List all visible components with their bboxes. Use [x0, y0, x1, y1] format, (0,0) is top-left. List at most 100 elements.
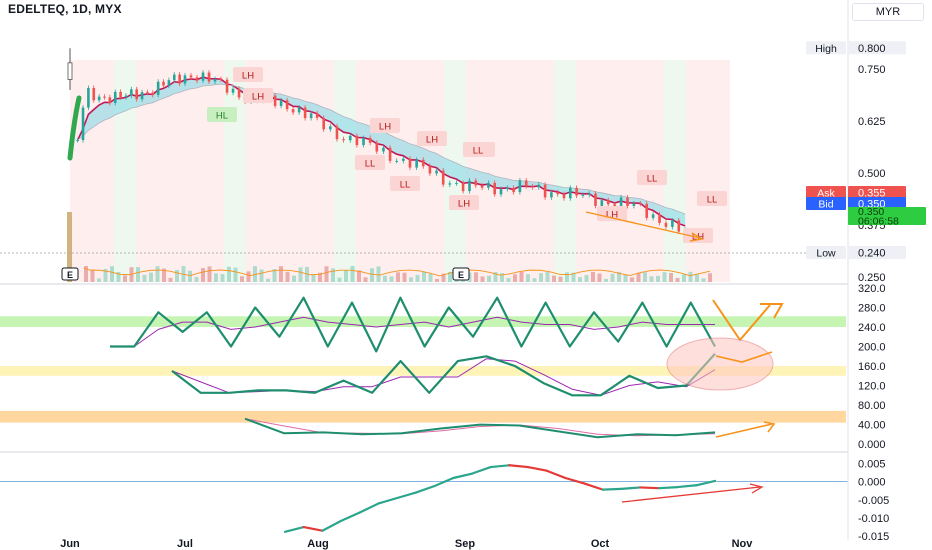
divergence-arrow-head — [749, 483, 764, 494]
volume-bar — [344, 270, 348, 282]
volume-bar — [370, 268, 374, 282]
annotation-label: LL — [707, 195, 718, 206]
candle-body — [92, 87, 96, 101]
annotation-badge — [370, 118, 400, 133]
high-tag-value-bg — [848, 41, 906, 55]
volume-bar — [155, 266, 160, 282]
volume-bar — [272, 269, 277, 282]
candle-body — [375, 142, 379, 152]
volume-bar — [201, 268, 205, 282]
candlesticks — [67, 48, 687, 235]
annotation-badge — [355, 155, 385, 170]
volume-bar — [162, 268, 166, 282]
candle-body — [119, 91, 122, 98]
candle-body — [388, 147, 392, 161]
volume-bar — [396, 272, 400, 282]
currency-button[interactable]: MYR — [852, 3, 924, 21]
highlight-ellipse — [666, 337, 774, 391]
annotation-badge — [243, 88, 273, 103]
annotation-label: LL — [647, 174, 658, 185]
earnings-marker — [61, 267, 79, 281]
momentum-main-line — [244, 417, 716, 439]
candle-body — [435, 170, 438, 174]
candle-body — [543, 184, 547, 198]
candle-body — [594, 193, 597, 206]
high-tag-value: 0.800 — [858, 43, 886, 55]
volume-bar — [526, 274, 530, 282]
volume-bar — [227, 266, 231, 282]
volume-bar — [383, 275, 387, 282]
ask-tag-value: 0.355 — [858, 188, 886, 200]
candle-body — [315, 113, 319, 118]
volume-bar — [630, 277, 634, 282]
shade-column — [290, 60, 312, 282]
osc-segment — [414, 484, 436, 494]
candle-body — [448, 183, 452, 185]
volume-bar — [402, 272, 407, 282]
high-tag-label-bg — [806, 41, 846, 55]
shade-column — [356, 60, 378, 282]
volume-bar — [565, 272, 569, 282]
volume-bar — [188, 270, 192, 282]
volume-bar — [539, 273, 543, 282]
candle-body — [402, 158, 405, 161]
time-axis[interactable]: Jun Jul Aug Sep Oct Nov — [60, 538, 753, 550]
annotation-label: LH — [458, 199, 470, 210]
osc-segment — [676, 484, 698, 489]
price-tick-label: 0.500 — [858, 168, 886, 180]
candle-body — [441, 170, 445, 185]
candle-body — [108, 97, 112, 104]
candle-body — [113, 91, 117, 104]
oscillator-tick-label: -0.015 — [858, 531, 889, 543]
indicator-tick-label: 200.0 — [858, 341, 886, 353]
bid-tag-label-bg — [806, 197, 846, 210]
shade-column — [158, 60, 180, 282]
shade-column — [598, 60, 620, 282]
volume-bar — [578, 277, 582, 282]
annotation-label: LL — [365, 159, 376, 170]
chart-title: EDELTEQ, 1D, MYX — [8, 2, 122, 16]
high-tag-label: High — [815, 43, 837, 55]
time-tick-label: Nov — [732, 538, 754, 550]
osc-segment — [339, 511, 361, 523]
candle-body — [480, 185, 484, 188]
shade-column — [136, 60, 158, 282]
candle-body — [97, 96, 101, 101]
indicator-tick-label: 80.00 — [858, 400, 886, 412]
candle-body — [201, 72, 205, 81]
volume-bar — [305, 266, 309, 282]
candle-body — [606, 200, 610, 205]
volume-bar — [149, 272, 153, 282]
annotation-badge — [597, 206, 627, 221]
candle-body — [207, 72, 211, 82]
candle-body — [237, 88, 241, 98]
osc-segment — [377, 496, 399, 505]
time-tick-label: Aug — [307, 538, 328, 550]
volume-bar — [116, 272, 121, 282]
ema-slow-line — [77, 83, 686, 215]
earnings-marker — [452, 267, 470, 281]
price-axis[interactable]: 0.8750.7500.6250.5000.3750.250320.0280.0… — [858, 12, 889, 543]
projection-arrow — [715, 423, 773, 438]
volume-bar — [350, 266, 355, 282]
volume-bar — [584, 275, 589, 282]
shade-column — [268, 60, 290, 282]
volume-bar — [675, 277, 680, 282]
annotation-label: LH — [426, 135, 438, 146]
shade-column — [114, 60, 136, 282]
osc-segment — [470, 465, 492, 475]
annotation-badge — [390, 176, 420, 191]
volume-bar — [90, 269, 95, 282]
oscillator-tick-label: 0.005 — [858, 458, 886, 470]
candle-body — [506, 187, 509, 190]
time-tick-label: Jul — [177, 538, 193, 550]
candle-body — [213, 79, 217, 82]
candle-body — [76, 140, 79, 142]
candle-body — [455, 182, 458, 184]
candle-body — [348, 135, 352, 141]
volume-bar — [103, 268, 108, 282]
volume-bar — [500, 273, 504, 282]
osc-segment — [452, 472, 474, 480]
